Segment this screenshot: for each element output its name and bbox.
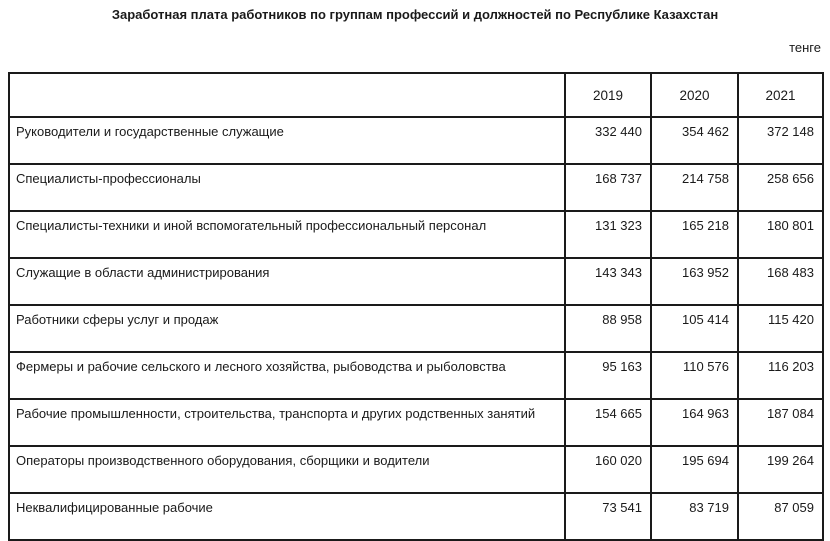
row-value-2019: 154 665: [564, 398, 652, 447]
header-empty-cell: [8, 72, 566, 118]
row-value-2021: 372 148: [737, 116, 824, 165]
row-value-2019: 131 323: [564, 210, 652, 259]
row-label: Специалисты-техники и иной вспомогательн…: [8, 210, 566, 259]
row-value-2021: 115 420: [737, 304, 824, 353]
row-value-2021: 116 203: [737, 351, 824, 400]
row-value-2021: 87 059: [737, 492, 824, 541]
row-value-2021: 187 084: [737, 398, 824, 447]
row-value-2020: 164 963: [650, 398, 739, 447]
row-label: Работники сферы услуг и продаж: [8, 304, 566, 353]
row-value-2019: 332 440: [564, 116, 652, 165]
unit-label: тенге: [789, 40, 821, 55]
row-label: Служащие в области администрирования: [8, 257, 566, 306]
row-label: Рабочие промышленности, строительства, т…: [8, 398, 566, 447]
table-header-row: 2019 2020 2021: [8, 72, 824, 118]
row-label: Фермеры и рабочие сельского и лесного хо…: [8, 351, 566, 400]
row-label: Руководители и государственные служащие: [8, 116, 566, 165]
table-row: Операторы производственного оборудования…: [8, 445, 824, 494]
row-value-2021: 258 656: [737, 163, 824, 212]
row-value-2019: 88 958: [564, 304, 652, 353]
table-row: Специалисты-техники и иной вспомогательн…: [8, 210, 824, 259]
row-value-2019: 143 343: [564, 257, 652, 306]
row-label: Неквалифицированные рабочие: [8, 492, 566, 541]
row-value-2020: 214 758: [650, 163, 739, 212]
row-value-2019: 95 163: [564, 351, 652, 400]
header-year-2019: 2019: [564, 72, 652, 118]
row-value-2020: 110 576: [650, 351, 739, 400]
salary-table: 2019 2020 2021 Руководители и государств…: [8, 72, 824, 541]
table-row: Специалисты-профессионалы 168 737 214 75…: [8, 163, 824, 212]
row-value-2021: 199 264: [737, 445, 824, 494]
row-value-2019: 73 541: [564, 492, 652, 541]
table-row: Рабочие промышленности, строительства, т…: [8, 398, 824, 447]
row-label: Операторы производственного оборудования…: [8, 445, 566, 494]
row-value-2020: 163 952: [650, 257, 739, 306]
row-label: Специалисты-профессионалы: [8, 163, 566, 212]
row-value-2019: 168 737: [564, 163, 652, 212]
row-value-2020: 354 462: [650, 116, 739, 165]
row-value-2020: 105 414: [650, 304, 739, 353]
row-value-2020: 165 218: [650, 210, 739, 259]
table-row: Работники сферы услуг и продаж 88 958 10…: [8, 304, 824, 353]
table-row: Неквалифицированные рабочие 73 541 83 71…: [8, 492, 824, 541]
row-value-2021: 168 483: [737, 257, 824, 306]
row-value-2020: 195 694: [650, 445, 739, 494]
header-year-2020: 2020: [650, 72, 739, 118]
row-value-2020: 83 719: [650, 492, 739, 541]
table-row: Руководители и государственные служащие …: [8, 116, 824, 165]
table-row: Служащие в области администрирования 143…: [8, 257, 824, 306]
table-row: Фермеры и рабочие сельского и лесного хо…: [8, 351, 824, 400]
row-value-2021: 180 801: [737, 210, 824, 259]
header-year-2021: 2021: [737, 72, 824, 118]
page-title: Заработная плата работников по группам п…: [111, 7, 719, 22]
row-value-2019: 160 020: [564, 445, 652, 494]
